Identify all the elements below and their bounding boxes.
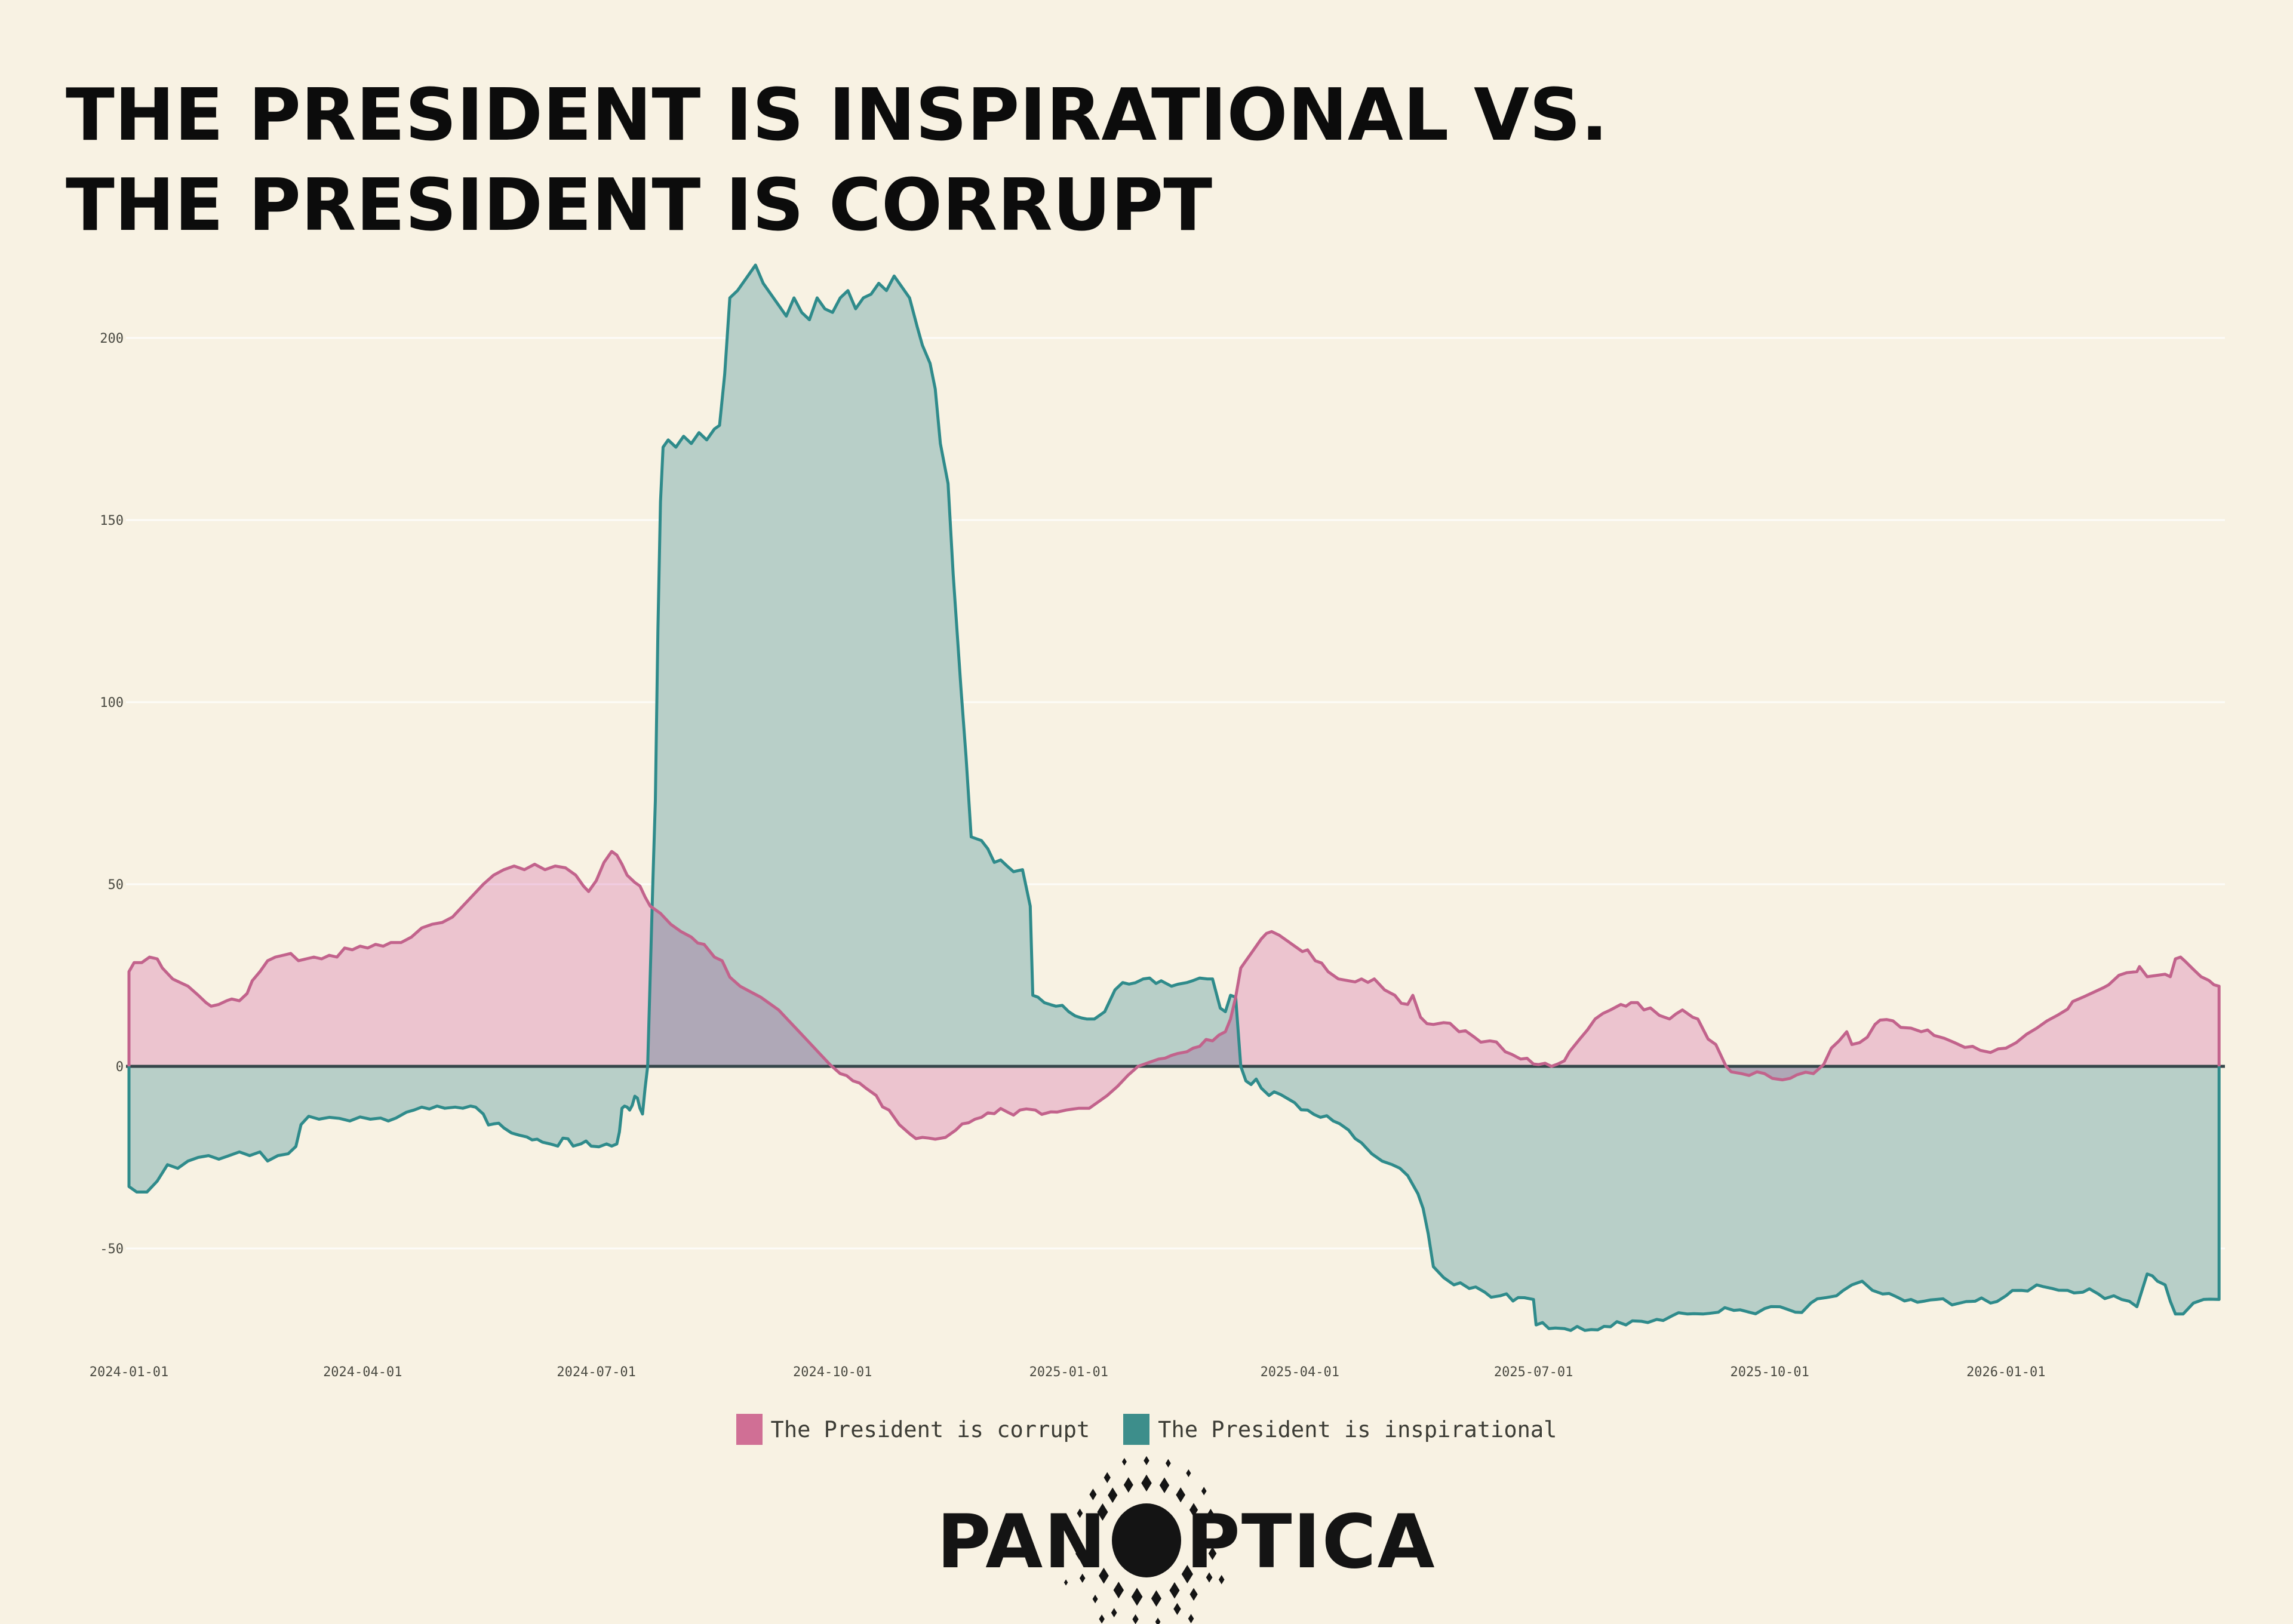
logo-burst-top-outer-8	[1077, 1508, 1083, 1518]
panoptica-logo-graphic: PAN PTICA	[937, 1456, 1436, 1624]
x-tick-label-2024-01-01: 2024-01-01	[90, 1365, 168, 1380]
logo-burst-bottom-outer-7	[1189, 1588, 1198, 1601]
logo-burst-bottom-inner-5	[1169, 1582, 1180, 1599]
logo-burst-top-inner-3	[1141, 1474, 1152, 1492]
x-tick-label-2024-10-01: 2024-10-01	[793, 1365, 872, 1380]
logo-burst-top-outer-3	[1165, 1459, 1171, 1468]
x-tick-label-2025-01-01: 2025-01-01	[1029, 1365, 1108, 1380]
logo-burst-top-outer-2	[1186, 1469, 1191, 1477]
logo-burst-bottom-tip-1	[1099, 1614, 1105, 1624]
y-tick-label-50: 50	[108, 878, 124, 893]
logo-burst-bottom-inner-6	[1181, 1564, 1193, 1584]
logo-burst-top-outer-0	[1207, 1508, 1215, 1520]
legend-label-inspirational: The President is inspirational	[1158, 1416, 1557, 1442]
x-tick-label-2025-07-01: 2025-07-01	[1494, 1365, 1573, 1380]
logo-eye-circle	[1112, 1503, 1181, 1577]
logo-burst-bottom-outer-8	[1206, 1572, 1213, 1583]
logo-burst-top-outer-1	[1201, 1487, 1207, 1496]
logo-burst-bottom-tip-4	[1218, 1574, 1225, 1585]
logo-burst-top-outer-7	[1089, 1488, 1097, 1500]
logo-burst-bottom-outer-2	[1092, 1594, 1098, 1604]
legend-item-inspirational: The President is inspirational	[1123, 1414, 1557, 1445]
logo-burst-top-inner-4	[1123, 1477, 1133, 1493]
logo-burst-bottom-outer-6	[1173, 1603, 1181, 1615]
logo-burst-top-outer-6	[1104, 1472, 1111, 1483]
logo-burst-bottom-outer-4	[1132, 1614, 1139, 1624]
logo-burst-top-inner-0	[1189, 1503, 1198, 1517]
legend-item-corrupt: The President is corrupt	[736, 1414, 1090, 1445]
logo-burst-top-inner-5	[1108, 1487, 1118, 1503]
page-title: THE PRESIDENT IS INSPIRATIONAL VS. THE P…	[66, 70, 1608, 251]
y-tick-label--50: -50	[100, 1242, 124, 1257]
y-tick-label-200: 200	[100, 331, 124, 346]
x-tick-label-2025-04-01: 2025-04-01	[1261, 1365, 1339, 1380]
line-corrupt	[127, 850, 2221, 1141]
area-inspirational	[129, 265, 2220, 1331]
logo-burst-bottom-tip-3	[1188, 1614, 1194, 1623]
logo-burst-top-outer-5	[1121, 1457, 1127, 1466]
line-inspirational	[127, 263, 2221, 1332]
chart-legend: The President is corrupt The President i…	[0, 1414, 2293, 1445]
logo-burst-top-inner-2	[1159, 1477, 1170, 1493]
x-tick-label-2025-10-01: 2025-10-01	[1730, 1365, 1809, 1380]
logo-burst-bottom-outer-9	[1208, 1546, 1217, 1560]
logo-burst-bottom-inner-2	[1113, 1582, 1124, 1599]
title-line-1: THE PRESIDENT IS INSPIRATIONAL VS.	[66, 74, 1608, 157]
logo-burst-bottom-inner-3	[1131, 1588, 1143, 1606]
logo-burst-top-inner-1	[1176, 1487, 1185, 1503]
y-tick-label-150: 150	[100, 513, 124, 528]
y-tick-label-0: 0	[116, 1060, 124, 1075]
logo-burst-bottom-inner-1	[1099, 1567, 1109, 1584]
x-tick-label-2024-04-01: 2024-04-01	[323, 1365, 402, 1380]
x-tick-label-2026-01-01: 2026-01-01	[1966, 1365, 2045, 1380]
y-tick-label-100: 100	[100, 696, 124, 710]
logo-burst-bottom-inner-4	[1151, 1590, 1161, 1607]
x-tick-label-2024-07-01: 2024-07-01	[557, 1365, 635, 1380]
logo-burst-bottom-inner-7	[1199, 1551, 1206, 1563]
title-line-2: THE PRESIDENT IS CORRUPT	[66, 164, 1213, 248]
panoptica-logo: PAN PTICA	[0, 1451, 2293, 1624]
logo-burst-top-outer-4	[1144, 1456, 1149, 1466]
logo-burst-bottom-inner-0	[1089, 1549, 1099, 1564]
legend-swatch-corrupt	[736, 1414, 763, 1445]
legend-swatch-inspirational	[1123, 1414, 1150, 1445]
logo-text-right: PTICA	[1186, 1499, 1436, 1585]
logo-burst-bottom-outer-5	[1155, 1617, 1161, 1624]
legend-label-corrupt: The President is corrupt	[770, 1416, 1090, 1442]
